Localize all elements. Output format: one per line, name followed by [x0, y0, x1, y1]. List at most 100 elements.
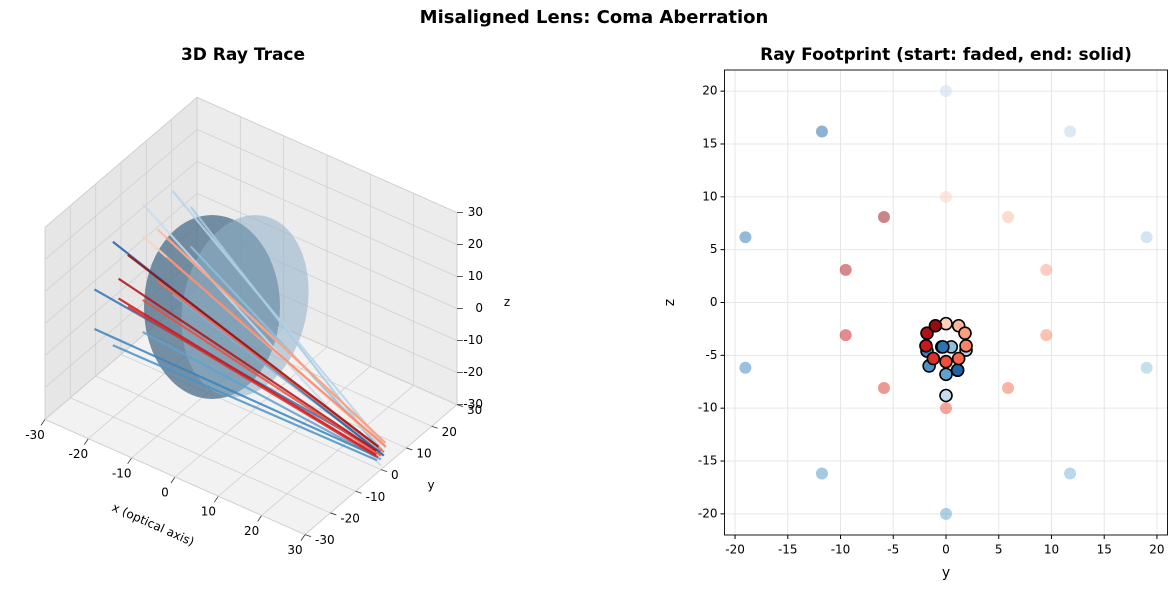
- grid-line: [44, 161, 198, 292]
- z-axis-label: z: [504, 295, 510, 309]
- point: [877, 211, 890, 224]
- x-tick-label: 10: [1044, 543, 1059, 557]
- y-tick-label: 20: [702, 84, 717, 98]
- grid-line: [196, 97, 458, 213]
- z-tick-label: -20: [463, 365, 483, 379]
- y-tick-label: -20: [340, 511, 360, 525]
- y-tick-label: 0: [391, 468, 399, 482]
- subplot-title: 3D Ray Trace: [181, 45, 305, 65]
- x-tick-label: 0: [161, 486, 169, 500]
- point: [839, 329, 852, 342]
- point: [928, 318, 943, 333]
- ray: [166, 236, 387, 444]
- point: [1064, 467, 1077, 480]
- point: [940, 507, 952, 520]
- y-tick-label: 15: [702, 136, 717, 150]
- z-tick-label: 0: [475, 301, 483, 315]
- point: [739, 361, 752, 374]
- x-tick-label: 30: [287, 543, 302, 557]
- z-tick-label: 10: [468, 269, 483, 283]
- ray: [142, 299, 382, 457]
- y-tick-label: 10: [702, 189, 717, 203]
- tick-mark: [304, 534, 312, 537]
- x-tick-label: -30: [25, 428, 45, 442]
- z-tick-label: -30: [463, 397, 483, 411]
- point: [920, 326, 934, 340]
- y-tick-label: -5: [706, 348, 718, 362]
- grid-line: [95, 375, 356, 492]
- tick-mark: [330, 512, 337, 516]
- point: [926, 351, 941, 366]
- z-tick-label: -10: [463, 333, 483, 347]
- y-axis-label: z: [662, 299, 678, 306]
- point: [1064, 125, 1077, 138]
- grid-line: [196, 193, 458, 309]
- grid-line: [196, 129, 458, 245]
- point: [815, 125, 828, 138]
- y-tick-label: -10: [698, 401, 718, 415]
- tick-mark: [127, 457, 132, 465]
- point: [951, 351, 966, 366]
- ray: [189, 206, 385, 457]
- y-tick-label: -20: [698, 506, 718, 520]
- grid-line: [120, 354, 382, 470]
- grid-line: [70, 397, 331, 514]
- ray: [142, 331, 382, 461]
- grid-line: [44, 193, 198, 324]
- point: [940, 402, 952, 415]
- x-tick-label: -5: [887, 543, 899, 557]
- y-tick-label: -15: [698, 454, 718, 468]
- z-tick-label: 30: [468, 205, 483, 219]
- point: [1002, 211, 1015, 224]
- y-tick-label: 30: [467, 403, 482, 417]
- point: [940, 190, 952, 203]
- point: [1140, 361, 1153, 374]
- tick-mark: [170, 476, 176, 484]
- x-tick-label: 10: [201, 505, 216, 519]
- y-axis-label: y: [427, 478, 434, 492]
- point: [815, 467, 828, 480]
- x-tick-label: 5: [995, 543, 1003, 557]
- x-tick-label: 20: [244, 524, 259, 538]
- point: [939, 367, 953, 382]
- ray: [166, 256, 387, 448]
- tick-mark: [40, 419, 46, 426]
- x-tick-label: -10: [831, 543, 851, 557]
- point: [1040, 263, 1053, 276]
- y-tick-label: 5: [710, 242, 718, 256]
- x-tick-label: -20: [69, 447, 89, 461]
- point: [877, 381, 890, 394]
- point: [919, 339, 933, 353]
- point: [1040, 329, 1053, 342]
- y-tick-label: 20: [442, 425, 457, 439]
- ray: [127, 253, 380, 448]
- plot-frame: [724, 69, 1168, 536]
- point: [739, 231, 752, 244]
- point: [939, 354, 953, 369]
- x-tick-label: 15: [1097, 543, 1112, 557]
- x-axis-label: x (optical axis): [110, 500, 196, 549]
- x-tick-label: -20: [725, 543, 745, 557]
- z-tick-label: 20: [468, 237, 483, 251]
- grid-line: [196, 161, 458, 277]
- x-tick-label: -15: [778, 543, 798, 557]
- rays: [93, 190, 387, 467]
- ray: [94, 327, 377, 458]
- ray: [117, 277, 378, 452]
- ray: [127, 305, 379, 459]
- tick-mark: [214, 495, 219, 503]
- y-tick-label: 10: [416, 446, 431, 460]
- figure-title: Misaligned Lens: Coma Aberration: [420, 7, 769, 28]
- tick-mark: [431, 425, 438, 429]
- x-tick-label: -10: [112, 466, 132, 480]
- point: [959, 339, 973, 353]
- y-tick-label: -30: [315, 533, 335, 547]
- subplot-title: Ray Footprint (start: faded, end: solid): [760, 45, 1132, 65]
- point: [950, 363, 965, 377]
- point: [940, 85, 952, 98]
- grid-line: [44, 97, 198, 228]
- 3d-plot: -30-20-100102030-30-20-100102030-30-20-1…: [25, 45, 510, 557]
- ray: [112, 344, 378, 462]
- point: [939, 388, 953, 403]
